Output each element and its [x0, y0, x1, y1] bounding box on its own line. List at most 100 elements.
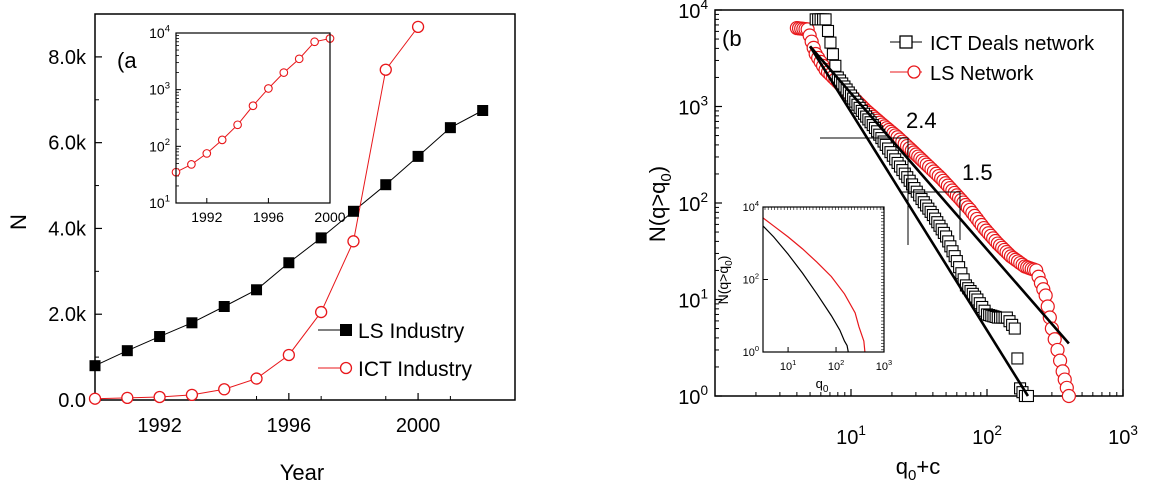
y-tick-label-0: 0.0	[58, 390, 86, 412]
inset-b-y-tick-label-100: 102	[743, 272, 759, 287]
fit-line-slope-2.4	[808, 45, 1030, 397]
b-x-tick-label-1000: 103	[1108, 423, 1138, 449]
legend-marker-open-circle	[907, 65, 921, 79]
panel-a: 1992 1996 2000 0.0 2.0k 4.0k 6.0k 8.0k (a Year…	[6, 13, 516, 485]
point-ict-industry-1996	[282, 348, 295, 362]
inset-a-point-1996	[264, 84, 273, 93]
point-ls-network-120	[1061, 388, 1076, 404]
legend-item-ict-deals-network: ICT Deals network	[890, 33, 1095, 55]
y-tick-label-6000: 6.0k	[48, 133, 87, 155]
panel-a-label: (a	[117, 48, 137, 73]
point-ls-industry-2001	[444, 122, 456, 134]
point-ict-deals-network-8	[829, 59, 842, 72]
inset-a-y-tick-label-100: 102	[149, 137, 170, 154]
point-ict-deals-network-88	[1011, 352, 1024, 365]
legend-item-ict-industry: ICT Industry	[318, 358, 472, 381]
panel-a-x-axis-title: Year	[280, 460, 324, 485]
x-tick-label-1992: 1992	[137, 415, 182, 437]
point-ls-industry-2002	[477, 105, 489, 116]
inset-b-y-tick-label-1: 100	[743, 344, 759, 359]
point-ict-industry-1993	[185, 388, 199, 402]
panel-b-legend: ICT Deals network LS Network	[890, 33, 1095, 85]
panel-a-y-axis: 0.0 2.0k 4.0k 6.0k 8.0k	[48, 13, 102, 412]
b-x-tick-label-10: 101	[836, 423, 866, 449]
b-y-tick-label-100: 102	[678, 190, 708, 216]
panel-a-plot-frame	[94, 13, 516, 401]
point-ict-deals-network-5	[821, 24, 835, 38]
inset-a-x-tick-label-1996: 1996	[253, 209, 284, 225]
y-tick-label-4000: 4.0k	[48, 218, 87, 240]
panel-a-inset-frame	[175, 32, 331, 204]
b-y-tick-label-10000: 104	[678, 0, 708, 23]
panel-b-fit-lines	[808, 45, 1070, 397]
inset-a-point-1995	[248, 101, 258, 111]
panel-a-inset: 1992 1996 2000 101 102 103 104	[149, 24, 346, 225]
point-ict-industry-1992	[153, 390, 166, 404]
point-ict-industry-1997	[315, 305, 328, 319]
panel-a-inset-background	[176, 33, 330, 203]
point-ls-industry-1997	[315, 232, 327, 244]
legend-item-ls-network: LS Network	[890, 63, 1034, 85]
inset-a-point-1999	[310, 37, 319, 47]
panel-b: 101 102 103 100 101 102 103 104 2.4 1.5 (b q0+…	[645, 0, 1138, 484]
panel-b-y-axis-title: N(q>q0)	[645, 166, 675, 242]
legend-marker-open-circle	[339, 361, 353, 375]
point-ls-industry-1999	[380, 179, 392, 191]
slope-label-1.5: 1.5	[962, 160, 993, 185]
y-tick-label-8000: 8.0k	[48, 47, 87, 69]
inset-a-point-1992	[202, 149, 212, 158]
inset-b-x-tick-label-100: 102	[828, 358, 844, 373]
panel-b-inset-y-axis-title: N(q>q0)	[715, 256, 735, 305]
legend-marker-open-square	[899, 35, 913, 49]
slope-indicators: 2.4 1.5	[820, 108, 993, 245]
point-ict-industry-2000	[411, 20, 425, 34]
legend-label-ict-industry: ICT Industry	[358, 358, 472, 381]
panel-b-label: (b	[722, 26, 742, 51]
legend-label-ict-deals-network: ICT Deals network	[930, 33, 1095, 55]
panel-a-x-axis: 1992 1996 2000	[126, 393, 516, 437]
point-ls-industry-1993	[186, 317, 198, 329]
point-ls-industry-2000	[412, 150, 424, 162]
inset-a-y-tick-label-1000: 103	[149, 80, 170, 97]
point-ict-deals-network-6	[824, 36, 837, 49]
inset-a-point-1998	[294, 54, 304, 64]
fit-line-slope-1.5	[809, 45, 1070, 345]
x-tick-label-1996: 1996	[267, 415, 312, 437]
point-ict-industry-1995	[250, 372, 263, 385]
panel-b-y-axis: 100 101 102 103 104	[678, 0, 722, 409]
slope-bracket-2.4	[820, 137, 909, 245]
legend-label-ls-industry: LS Industry	[358, 320, 465, 343]
panel-b-inset-axes: 101 102 103 100 102 104	[743, 199, 893, 373]
b-y-tick-label-1: 100	[678, 383, 708, 409]
inset-b-series-line-ict-deals-network	[762, 225, 849, 353]
inset-b-series-line-ls-network	[762, 217, 866, 353]
legend-label-ls-network: LS Network	[930, 63, 1034, 85]
point-ict-deals-network-4	[819, 13, 832, 26]
point-ict-industry-1990	[88, 392, 102, 405]
panel-a-y-axis-title: N	[6, 214, 31, 230]
panel-b-x-axis: 101 102 103	[755, 389, 1138, 449]
point-ict-industry-1998	[347, 235, 360, 248]
b-y-tick-label-10: 101	[678, 287, 708, 313]
panel-b-inset-x-axis-title: q0	[816, 376, 829, 395]
point-ict-deals-network-7	[826, 48, 839, 61]
point-ls-industry-1994	[218, 301, 230, 313]
inset-a-point-1993	[217, 135, 227, 145]
point-ls-industry-1991	[121, 345, 133, 357]
x-tick-label-2000: 2000	[396, 415, 441, 437]
point-ls-industry-1992	[154, 331, 166, 343]
inset-a-x-tick-label-1992: 1992	[191, 209, 222, 225]
inset-a-x-tick-label-2000: 2000	[314, 209, 345, 225]
y-tick-label-2000: 2.0k	[48, 304, 87, 326]
inset-a-point-1994	[233, 120, 242, 130]
point-ict-industry-1991	[121, 391, 134, 405]
panel-b-inset: 101 102 103 100 102 104 q0 N(q>q0)	[715, 199, 892, 395]
legend-marker-filled-square	[340, 324, 352, 336]
inset-a-point-1997	[279, 68, 289, 77]
inset-b-x-tick-label-1000: 103	[876, 358, 892, 373]
slope-bracket-1.5	[900, 191, 961, 240]
legend-item-ls-industry: LS Industry	[318, 320, 465, 343]
panel-b-inset-frame	[762, 206, 885, 353]
inset-a-y-tick-label-10000: 104	[149, 24, 171, 41]
